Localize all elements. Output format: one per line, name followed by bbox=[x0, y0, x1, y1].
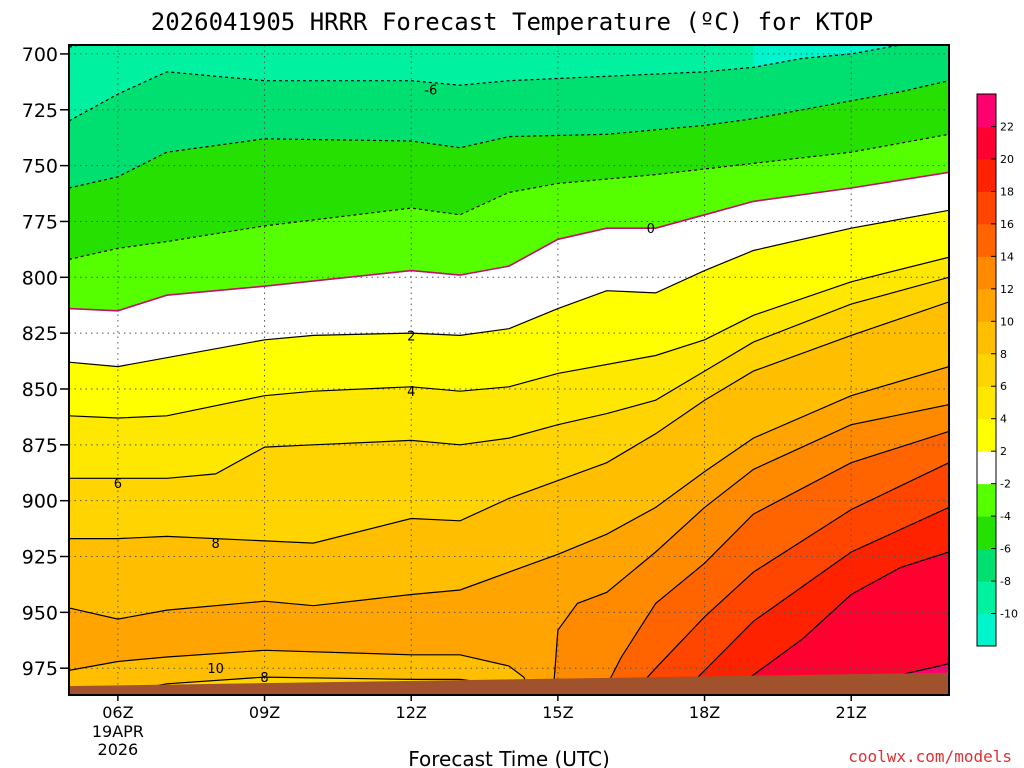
y-tick-label: 950 bbox=[22, 602, 58, 624]
colorbar-label: 18 bbox=[1000, 185, 1014, 198]
contour-line-2 bbox=[69, 209, 949, 368]
y-tick-label: 750 bbox=[22, 156, 58, 178]
y-tick-label: 975 bbox=[22, 658, 58, 680]
y-tick-label: 825 bbox=[22, 323, 58, 345]
plot-area: -6 0 2 4 6 8 10 8 bbox=[69, 45, 949, 695]
contour-label: 4 bbox=[407, 385, 415, 400]
contour-line-14 bbox=[601, 430, 949, 695]
x-date-label: 2026 bbox=[98, 740, 139, 759]
contour-label: 0 bbox=[647, 222, 655, 237]
colorbar-swatch bbox=[977, 386, 996, 420]
colorbar-label: 6 bbox=[1000, 380, 1007, 393]
contour-label: 6 bbox=[114, 477, 122, 492]
colorbar: -10 -8 -6 -4 -2 2 4 6 8 10 12 14 16 18 20 22 bbox=[976, 93, 1018, 647]
contour-line--4 bbox=[69, 80, 949, 189]
colorbar-label: 16 bbox=[1000, 218, 1014, 231]
x-tick-label: 15Z bbox=[542, 703, 573, 722]
y-tick-label: 700 bbox=[22, 44, 58, 66]
colorbar-swatch bbox=[977, 321, 996, 355]
chart-title: 2026041905 HRRR Forecast Temperature (ºC… bbox=[151, 8, 873, 36]
y-tick-label: 925 bbox=[22, 547, 58, 569]
colorbar-label: 20 bbox=[1000, 153, 1014, 166]
x-date-label: 19APR bbox=[92, 722, 144, 741]
contour-label: -6 bbox=[424, 84, 437, 99]
y-tick-label: 900 bbox=[22, 491, 58, 513]
colorbar-swatch bbox=[977, 288, 996, 322]
contour-line-12 bbox=[552, 404, 949, 695]
colorbar-swatch bbox=[977, 94, 996, 127]
colorbar-label: 8 bbox=[1000, 348, 1007, 361]
contour-line-6 bbox=[69, 276, 949, 479]
ground-surface bbox=[69, 672, 949, 695]
colorbar-swatch bbox=[977, 223, 996, 257]
contour-line-10 bbox=[69, 366, 949, 620]
contour-line-0 bbox=[69, 171, 949, 312]
contour-line-18 bbox=[679, 506, 949, 695]
contour-label: 2 bbox=[407, 329, 415, 344]
contour-label: 8 bbox=[212, 537, 220, 552]
x-tick-label: 06Z bbox=[102, 703, 133, 722]
y-tick-label: 725 bbox=[22, 100, 58, 122]
contour-line-10-low bbox=[69, 649, 534, 695]
colorbar-label: 12 bbox=[1000, 283, 1014, 296]
colorbar-swatch bbox=[977, 418, 996, 452]
colorbar-swatch bbox=[977, 191, 996, 225]
colorbar-swatch bbox=[977, 516, 996, 550]
colorbar-label: -4 bbox=[1000, 510, 1011, 523]
x-axis-label: Forecast Time (UTC) bbox=[408, 747, 610, 768]
watermark[interactable]: coolwx.com/models bbox=[848, 747, 1012, 766]
colorbar-label: 14 bbox=[1000, 250, 1014, 263]
colorbar-swatch bbox=[977, 126, 996, 160]
colorbar-swatch bbox=[977, 451, 996, 485]
contour-line--2 bbox=[69, 133, 949, 260]
x-tick-label: 09Z bbox=[249, 703, 280, 722]
colorbar-label: -6 bbox=[1000, 543, 1011, 556]
contour-label: 10 bbox=[207, 662, 224, 677]
colorbar-label: 22 bbox=[1000, 120, 1014, 133]
colorbar-swatch bbox=[977, 548, 996, 582]
band-above-20 bbox=[724, 552, 949, 695]
y-tick-label: 775 bbox=[22, 211, 58, 233]
colorbar-label: 10 bbox=[1000, 315, 1014, 328]
x-tick-label: 18Z bbox=[689, 703, 720, 722]
colorbar-swatch bbox=[977, 353, 996, 387]
colorbar-label: -10 bbox=[1000, 608, 1018, 621]
contour-line-8 bbox=[69, 301, 949, 544]
contour-label: 8 bbox=[260, 671, 268, 686]
x-tick-label: 12Z bbox=[396, 703, 427, 722]
colorbar-swatch bbox=[977, 256, 996, 290]
plot-border bbox=[68, 44, 950, 696]
colorbar-label: 4 bbox=[1000, 413, 1007, 426]
colorbar-swatch bbox=[977, 581, 996, 615]
colorbar-swatch bbox=[977, 158, 996, 192]
colorbar-swatch bbox=[977, 483, 996, 517]
colorbar-frame bbox=[976, 93, 997, 647]
colorbar-swatch bbox=[977, 613, 996, 647]
colorbar-label: -2 bbox=[1000, 478, 1011, 491]
contour-line-4 bbox=[69, 256, 949, 419]
y-tick-label: 875 bbox=[22, 435, 58, 457]
y-tick-label: 800 bbox=[22, 267, 58, 289]
x-tick-label: 21Z bbox=[836, 703, 867, 722]
contour-line--6 bbox=[69, 45, 905, 122]
y-tick-label: 850 bbox=[22, 379, 58, 401]
colorbar-label: -8 bbox=[1000, 575, 1011, 588]
contour-line-16 bbox=[630, 462, 949, 695]
colorbar-label: 2 bbox=[1000, 445, 1007, 458]
